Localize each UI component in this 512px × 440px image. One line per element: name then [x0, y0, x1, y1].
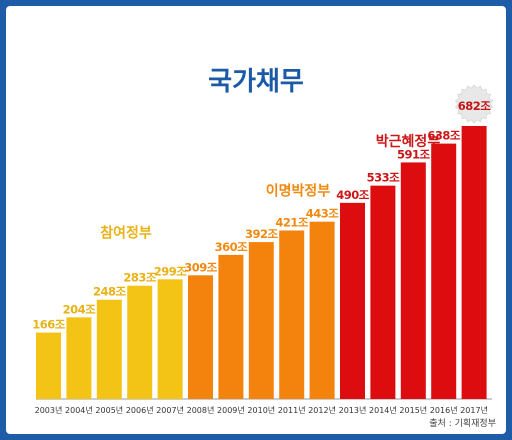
bar-1: [66, 317, 92, 399]
bar-9: [309, 221, 335, 399]
tick-label-14: 2017년: [460, 405, 488, 415]
value-label-1: 204조: [63, 302, 97, 316]
tick-label-13: 2016년: [430, 405, 458, 415]
tick-label-7: 2010년: [247, 405, 275, 415]
chart-canvas: 국가채무 166조 2003년 204조 2004년 248조 2005년 283조 2006…: [32, 67, 496, 429]
tick-label-2: 2005년: [95, 405, 123, 415]
chart-title: 국가채무: [208, 67, 304, 97]
value-label-3: 283조: [123, 271, 157, 285]
tick-label-5: 2008년: [187, 405, 215, 415]
bar-0: [36, 332, 61, 399]
tick-label-0: 2003년: [35, 405, 63, 415]
value-label-8: 421조: [275, 215, 309, 229]
value-label-14: 682조: [458, 99, 492, 113]
source-note: 출처 : 기획재정부: [429, 417, 496, 429]
value-label-2: 248조: [93, 285, 127, 299]
tick-label-8: 2011년: [278, 405, 306, 415]
bar-2: [96, 299, 122, 399]
bar-4: [157, 279, 183, 399]
tick-label-4: 2007년: [156, 405, 184, 415]
value-label-7: 392조: [245, 227, 279, 241]
period-label-0: 참여정부: [100, 224, 152, 241]
bar-12: [400, 162, 426, 399]
chart-frame: 국가채무 166조 2003년 204조 2004년 248조 2005년 283조 2006…: [6, 6, 506, 434]
bar-10: [340, 202, 365, 399]
value-label-11: 533조: [367, 171, 401, 185]
period-label-1: 이명박정부: [266, 183, 331, 200]
tick-label-12: 2015년: [399, 405, 427, 415]
tick-label-9: 2012년: [308, 405, 336, 415]
bar-11: [370, 185, 396, 399]
tick-label-11: 2014년: [369, 405, 397, 415]
chart-marks: 166조 2003년 204조 2004년 248조 2005년 283조 2006년 299조…: [32, 84, 494, 415]
value-label-0: 166조: [32, 318, 66, 332]
value-label-5: 309조: [184, 260, 218, 274]
bar-7: [248, 242, 274, 399]
bar-6: [218, 254, 244, 399]
tick-label-1: 2004년: [65, 405, 93, 415]
value-label-12: 591조: [397, 147, 431, 161]
bar-14: [461, 126, 487, 399]
value-label-9: 443조: [306, 207, 340, 221]
tick-label-3: 2006년: [126, 405, 154, 415]
value-label-4: 299조: [154, 264, 188, 278]
value-label-13: 638조: [427, 129, 461, 143]
period-label-2: 박근혜정부: [376, 133, 441, 150]
tick-label-6: 2009년: [217, 405, 245, 415]
value-label-6: 360조: [215, 240, 249, 254]
tick-label-10: 2013년: [339, 405, 367, 415]
bar-13: [431, 143, 457, 399]
bar-8: [279, 230, 305, 399]
highlight-badge: [454, 84, 494, 124]
value-label-10: 490조: [336, 188, 370, 202]
bar-5: [188, 275, 213, 399]
bar-3: [127, 285, 153, 399]
